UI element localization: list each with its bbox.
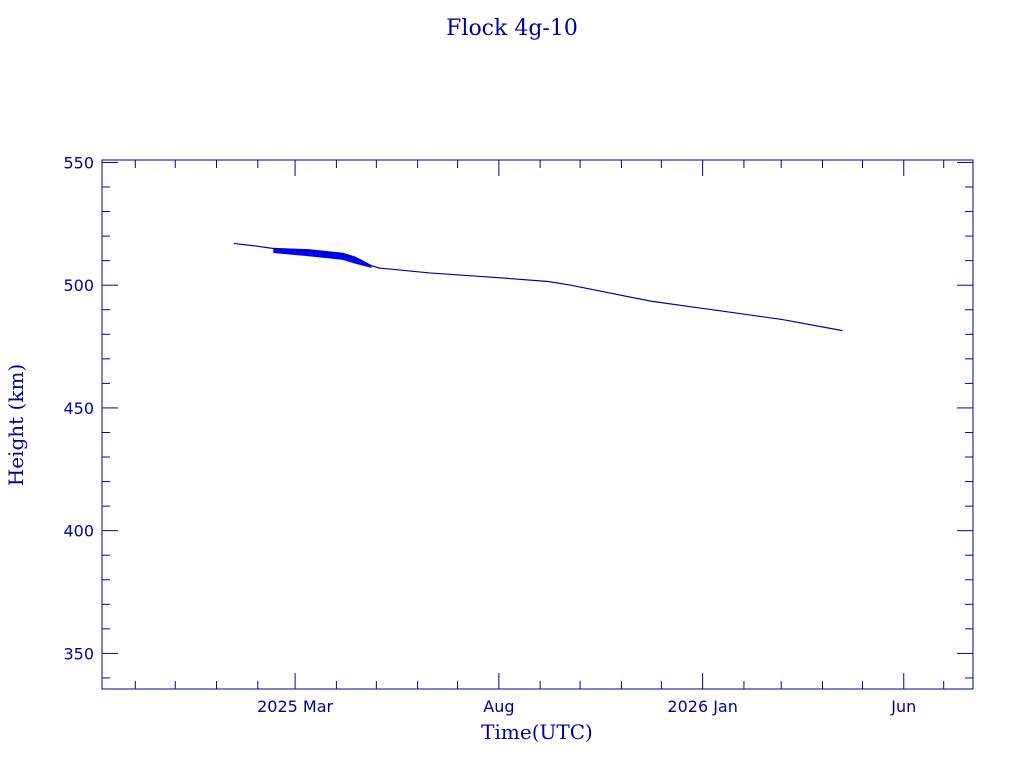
data-band <box>273 247 372 268</box>
chart-title: Flock 4g-10 <box>446 16 578 41</box>
y-tick-label: 350 <box>63 644 94 663</box>
y-tick-label: 400 <box>63 522 94 541</box>
y-tick-label: 550 <box>63 153 94 172</box>
x-axis-label: Time(UTC) <box>481 720 593 744</box>
y-tick-label: 450 <box>63 399 94 418</box>
x-tick-label: 2025 Mar <box>257 697 333 716</box>
x-tick-label: 2026 Jan <box>667 697 737 716</box>
plot-frame <box>101 159 974 690</box>
y-tick-label: 500 <box>63 276 94 295</box>
x-tick-label: Jun <box>890 697 916 716</box>
x-tick-label: Aug <box>483 697 514 716</box>
series-line-height <box>233 242 843 332</box>
